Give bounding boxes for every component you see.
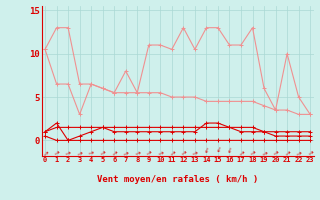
Text: ↓: ↓ [191,147,199,155]
Text: ↓: ↓ [110,147,118,155]
Text: ↓: ↓ [156,147,164,155]
Text: ↓: ↓ [99,147,107,155]
Text: ↓: ↓ [52,147,61,155]
Text: ↓: ↓ [76,147,84,155]
Text: ↓: ↓ [260,147,268,155]
Text: ↓: ↓ [271,147,280,155]
Text: ↓: ↓ [283,147,291,155]
Text: ↓: ↓ [168,147,176,155]
Text: ↓: ↓ [179,147,188,155]
Text: ↓: ↓ [306,147,314,155]
Text: ↓: ↓ [87,147,95,154]
Text: ↓: ↓ [203,147,210,155]
Text: ↓: ↓ [41,147,49,155]
Text: ↓: ↓ [145,147,153,155]
Text: ↓: ↓ [295,147,303,155]
Text: ↓: ↓ [226,147,233,155]
Text: ↓: ↓ [248,147,257,155]
Text: ↓: ↓ [133,147,141,155]
Text: ↓: ↓ [122,147,130,155]
Text: ↓: ↓ [237,147,245,155]
Text: ↓: ↓ [64,147,72,155]
X-axis label: Vent moyen/en rafales ( km/h ): Vent moyen/en rafales ( km/h ) [97,174,258,184]
Text: ↓: ↓ [214,147,222,155]
